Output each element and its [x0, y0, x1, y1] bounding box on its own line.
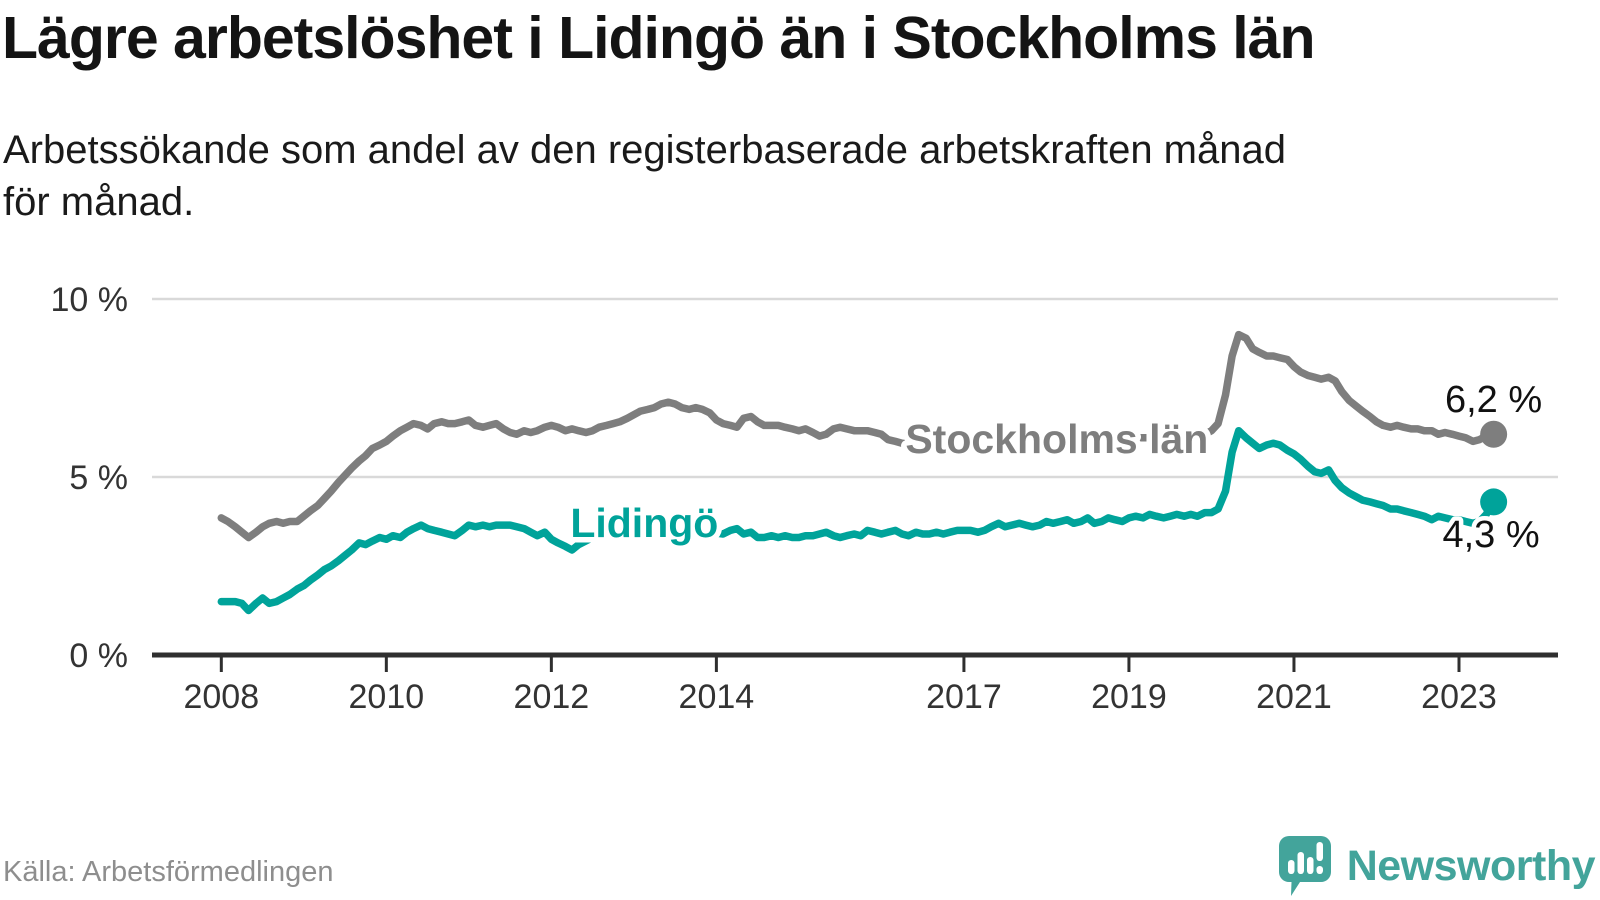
newsworthy-logo-text: Newsworthy — [1346, 841, 1596, 890]
x-tick-label-2008: 2008 — [183, 678, 259, 716]
x-tick-label-2012: 2012 — [514, 678, 590, 716]
y-tick-label-5: 5 % — [69, 459, 128, 497]
source-note: Källa: Arbetsförmedlingen — [3, 856, 334, 888]
end-dot-liding — [1480, 488, 1508, 516]
x-tick-label-2017: 2017 — [926, 678, 1002, 716]
series-label-liding: Lidingö — [570, 500, 718, 546]
x-tick-label-2019: 2019 — [1091, 678, 1167, 716]
x-tick-label-2010: 2010 — [349, 678, 425, 716]
page-title: Lägre arbetslöshet i Lidingö än i Stockh… — [2, 5, 1316, 71]
series-label-stockholms-l-n: Stockholms län — [905, 416, 1208, 462]
newsworthy-logo-icon — [1278, 836, 1331, 896]
chart-subtitle-line-1: Arbetssökande som andel av den registerb… — [3, 128, 1286, 172]
y-tick-label-0: 0 % — [69, 637, 128, 675]
x-tick-label-2023: 2023 — [1421, 678, 1497, 716]
line-stockholms-l-n — [217, 330, 1498, 542]
line-liding — [217, 426, 1498, 615]
y-tick-label-10: 10 % — [51, 281, 129, 319]
end-value-label-6-2: 6,2 % — [1445, 379, 1542, 421]
x-tick-label-2021: 2021 — [1256, 678, 1332, 716]
end-value-label-4-3: 4,3 % — [1442, 514, 1539, 556]
chart-subtitle: Arbetssökande som andel av den registerb… — [3, 124, 1286, 228]
x-tick-label-2014: 2014 — [679, 678, 755, 716]
chart-subtitle-line-2: för månad. — [3, 180, 195, 224]
newsworthy-logo[interactable]: Newsworthy — [1278, 834, 1596, 898]
end-dot-stockholms-l-n — [1480, 420, 1508, 448]
